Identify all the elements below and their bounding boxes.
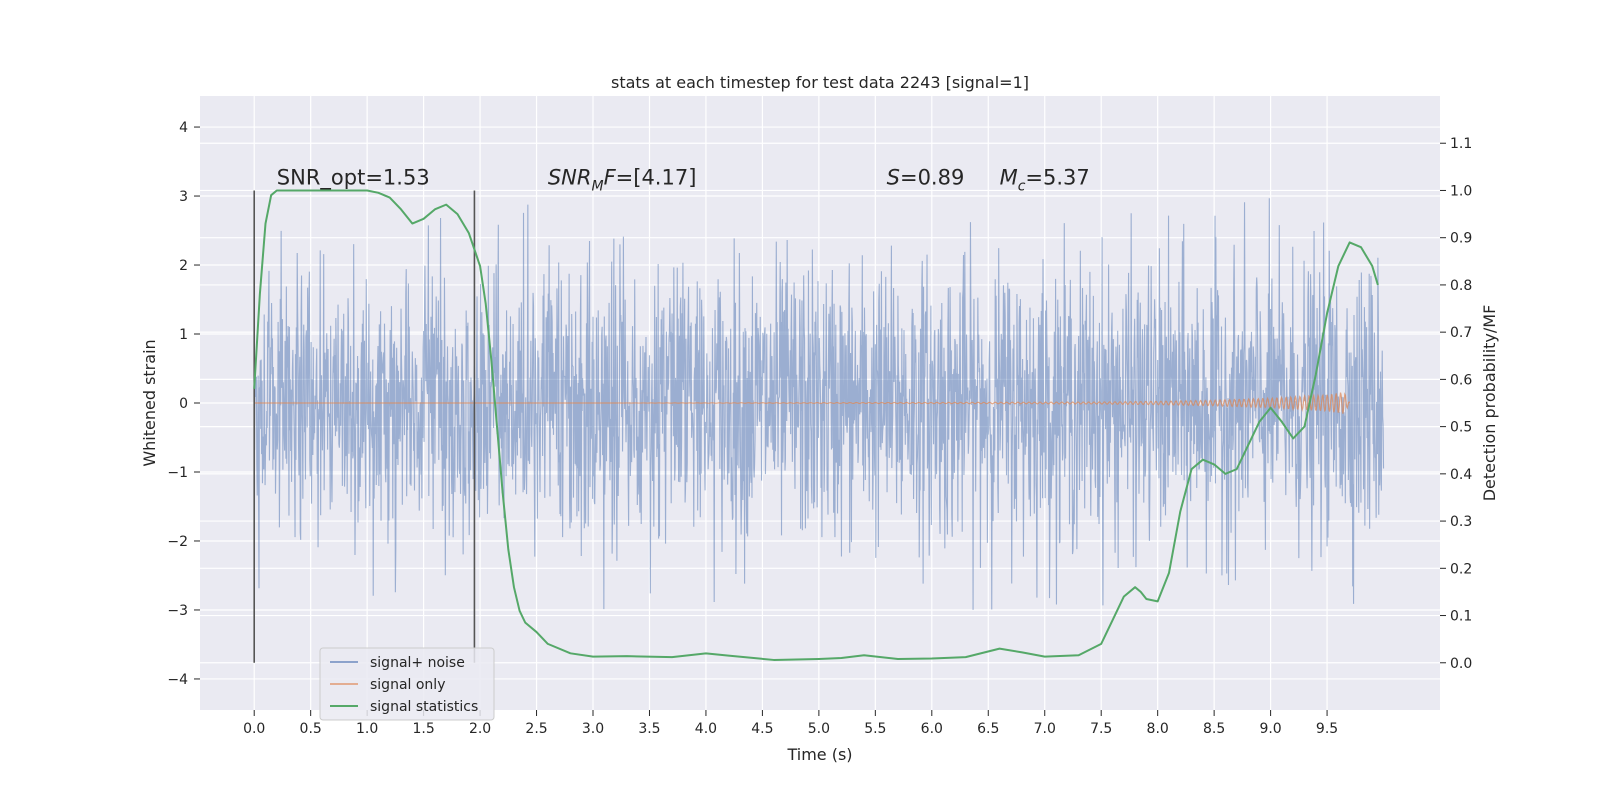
y-axis-ticks: 4 3 2 1 0 −1 −2 −3 −4 <box>167 120 200 688</box>
annotations: SNR_opt=1.53 SNRMF=[4.17] S=0.89 Mc=5.37 <box>277 165 1090 194</box>
x-tick-label: 8.5 <box>1203 721 1225 737</box>
x-tick-label: 9.0 <box>1259 721 1281 737</box>
y-tick-label: 0 <box>179 396 188 412</box>
x-tick-label: 2.0 <box>469 721 491 737</box>
legend-box <box>319 647 495 721</box>
annotation-3: Mc=5.37 <box>1000 165 1090 194</box>
x-tick-label: 1.5 <box>412 721 434 737</box>
x-tick-label: 6.0 <box>921 721 943 737</box>
window-markers <box>253 190 476 663</box>
x-tick-label: 4.0 <box>695 721 717 737</box>
y2-tick-label: 0.8 <box>1450 278 1472 294</box>
y-tick-label: 4 <box>179 120 188 136</box>
x-tick-label: 5.5 <box>864 721 886 737</box>
y2-tick-label: 0.0 <box>1450 656 1472 672</box>
y2-tick-label: 0.3 <box>1450 514 1472 530</box>
y2-tick-label: 0.4 <box>1450 467 1472 483</box>
y-tick-label: −4 <box>167 672 188 688</box>
legend-label-signal-noise: signal+ noise <box>370 655 465 671</box>
y-axis-label: Whitened strain <box>140 339 159 466</box>
y2-tick-label: 0.6 <box>1450 372 1472 388</box>
y2-axis-label: Detection probability/MF <box>1480 305 1499 502</box>
x-tick-label: 2.5 <box>525 721 547 737</box>
x-tick-label: 6.5 <box>977 721 999 737</box>
signal-only-series <box>254 392 1351 414</box>
x-tick-label: 8.0 <box>1147 721 1169 737</box>
y2-tick-label: 0.2 <box>1450 561 1472 577</box>
legend-label-signal-statistics: signal statistics <box>370 699 478 715</box>
signal-statistics-line <box>253 189 1379 661</box>
y-tick-label: 2 <box>179 258 188 274</box>
legend: signal+ noise signal only signal statist… <box>319 647 495 721</box>
x-tick-label: 7.5 <box>1090 721 1112 737</box>
y-tick-label: −2 <box>167 534 188 550</box>
annotation-0: SNR_opt=1.53 <box>277 165 430 190</box>
y-tick-label: −3 <box>167 603 188 619</box>
x-axis-label: Time (s) <box>786 745 852 764</box>
y-tick-label: 1 <box>179 327 188 343</box>
signal-statistics-series <box>253 189 1379 661</box>
signal-noise-series <box>253 198 1385 610</box>
x-tick-label: 0.0 <box>243 721 265 737</box>
y2-tick-label: 1.1 <box>1450 136 1472 152</box>
x-axis-ticks: 0.0 0.5 1.0 1.5 2.0 2.5 3.0 3.5 4.0 4.5 5.0 5.5 6.0 6… <box>243 710 1338 737</box>
x-tick-label: 5.0 <box>808 721 830 737</box>
x-tick-label: 3.0 <box>582 721 604 737</box>
x-tick-label: 7.0 <box>1034 721 1056 737</box>
legend-label-signal-only: signal only <box>370 677 445 693</box>
annotation-1: SNRMF=[4.17] <box>548 165 697 194</box>
y2-tick-label: 0.5 <box>1450 420 1472 436</box>
annotation-2: S=0.89 <box>887 165 965 189</box>
x-tick-label: 9.5 <box>1316 721 1338 737</box>
y2-tick-label: 1.0 <box>1450 183 1472 199</box>
y2-axis-ticks: 1.1 1.0 0.9 0.8 0.7 0.6 0.5 0.4 0.3 0.2 0.1 0.0 <box>1440 136 1472 672</box>
y-tick-label: 3 <box>179 189 188 205</box>
y-tick-label: −1 <box>167 465 188 481</box>
x-tick-label: 3.5 <box>638 721 660 737</box>
x-tick-label: 0.5 <box>300 721 322 737</box>
y2-tick-label: 0.7 <box>1450 325 1472 341</box>
y2-tick-label: 0.9 <box>1450 231 1472 247</box>
signal-noise-line <box>253 198 1385 610</box>
x-tick-label: 4.5 <box>751 721 773 737</box>
chart-title: stats at each timestep for test data 224… <box>611 73 1029 92</box>
y2-tick-label: 0.1 <box>1450 609 1472 625</box>
signal-only-line <box>254 392 1351 414</box>
x-tick-label: 1.0 <box>356 721 378 737</box>
